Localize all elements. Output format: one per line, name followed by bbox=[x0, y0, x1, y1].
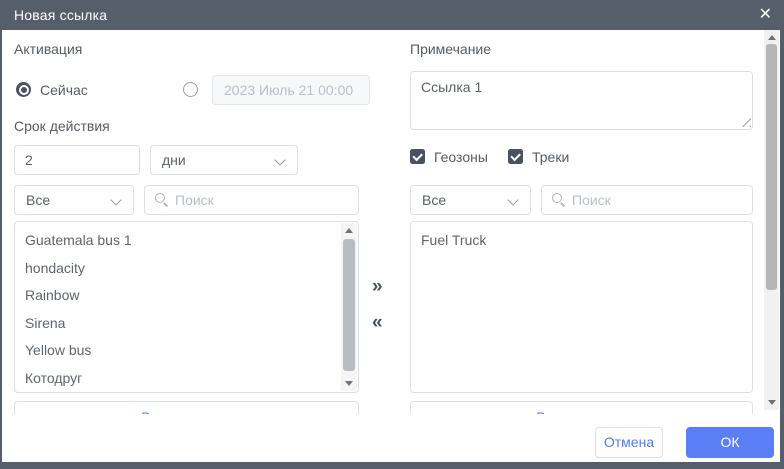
scroll-down-icon[interactable] bbox=[768, 400, 776, 405]
list-item[interactable]: Yellow bus bbox=[25, 342, 92, 359]
chevron-down-icon bbox=[274, 154, 286, 166]
scroll-down-icon[interactable] bbox=[345, 381, 353, 386]
list-item[interactable]: Котодруг bbox=[25, 369, 83, 386]
note-textarea[interactable]: Ссылка 1 bbox=[410, 71, 753, 130]
duration-unit-select[interactable]: дни bbox=[150, 145, 298, 175]
right-search-input[interactable] bbox=[541, 185, 753, 215]
geozones-checkbox[interactable] bbox=[410, 149, 425, 164]
right-select-all-button[interactable]: Выделить все bbox=[410, 401, 753, 414]
dialog-scrollbar[interactable] bbox=[764, 30, 779, 410]
duration-value-input[interactable] bbox=[14, 145, 140, 175]
tracks-checkbox[interactable] bbox=[508, 149, 523, 164]
dialog-titlebar: Новая ссылка ✕ bbox=[0, 0, 784, 30]
tracks-label[interactable]: Треки bbox=[532, 149, 570, 165]
right-filter-select[interactable]: Все bbox=[410, 185, 531, 215]
radio-now-label[interactable]: Сейчас bbox=[40, 82, 88, 98]
scroll-up-icon[interactable] bbox=[768, 35, 776, 40]
ok-button[interactable]: ОК bbox=[686, 427, 774, 458]
scheduled-date-input[interactable]: 2023 Июль 21 00:00 bbox=[212, 75, 370, 105]
left-list-scrollbar[interactable] bbox=[341, 223, 357, 391]
dialog-body: Активация Сейчас 2023 Июль 21 00:00 Срок… bbox=[2, 30, 780, 462]
radio-now[interactable] bbox=[16, 82, 31, 97]
transfer-left-icon[interactable]: « bbox=[372, 312, 383, 333]
chevron-down-icon bbox=[507, 194, 519, 206]
search-icon bbox=[155, 193, 168, 206]
dialog-title: Новая ссылка bbox=[14, 7, 108, 23]
list-item[interactable]: Fuel Truck bbox=[421, 232, 487, 248]
list-item[interactable]: Guatemala bus 1 bbox=[25, 232, 132, 248]
cancel-button[interactable]: Отмена bbox=[595, 427, 663, 458]
left-items-list[interactable]: Guatemala bus 1 hondacity Rainbow Sirena Yel… bbox=[14, 221, 359, 393]
search-icon bbox=[552, 193, 565, 206]
scroll-up-icon[interactable] bbox=[345, 228, 353, 233]
scheduled-date-value: 2023 Июль 21 00:00 bbox=[224, 82, 354, 98]
left-search-input[interactable] bbox=[144, 185, 359, 215]
chevron-down-icon bbox=[110, 194, 122, 206]
scrollbar-thumb[interactable] bbox=[343, 239, 355, 371]
left-items-rows: Guatemala bus 1 hondacity Rainbow Sirena Yel… bbox=[15, 222, 358, 392]
right-filter-value: Все bbox=[422, 192, 447, 208]
resize-grip-icon[interactable] bbox=[741, 117, 751, 127]
left-filter-select[interactable]: Все bbox=[14, 185, 134, 215]
duration-label: Срок действия bbox=[14, 118, 110, 134]
geozones-label[interactable]: Геозоны bbox=[434, 149, 488, 165]
note-label: Примечание bbox=[410, 41, 492, 57]
list-item[interactable]: hondacity bbox=[25, 259, 85, 276]
dialog-scroll-content: Активация Сейчас 2023 Июль 21 00:00 Срок… bbox=[2, 30, 780, 414]
radio-scheduled[interactable] bbox=[183, 82, 198, 97]
left-select-all-button[interactable]: Выделить все bbox=[14, 401, 359, 414]
left-filter-value: Все bbox=[26, 192, 51, 208]
right-items-list[interactable]: Fuel Truck bbox=[410, 221, 753, 393]
right-items-rows: Fuel Truck bbox=[411, 222, 752, 392]
duration-unit-value: дни bbox=[162, 152, 186, 168]
activation-label: Активация bbox=[14, 41, 83, 57]
list-item[interactable]: Rainbow bbox=[25, 287, 80, 304]
list-item[interactable]: Sirena bbox=[25, 314, 66, 331]
dialog-footer: Отмена ОК bbox=[2, 414, 780, 462]
scrollbar-thumb[interactable] bbox=[766, 44, 777, 290]
transfer-right-icon[interactable]: » bbox=[372, 276, 383, 297]
close-icon[interactable]: ✕ bbox=[758, 6, 772, 23]
